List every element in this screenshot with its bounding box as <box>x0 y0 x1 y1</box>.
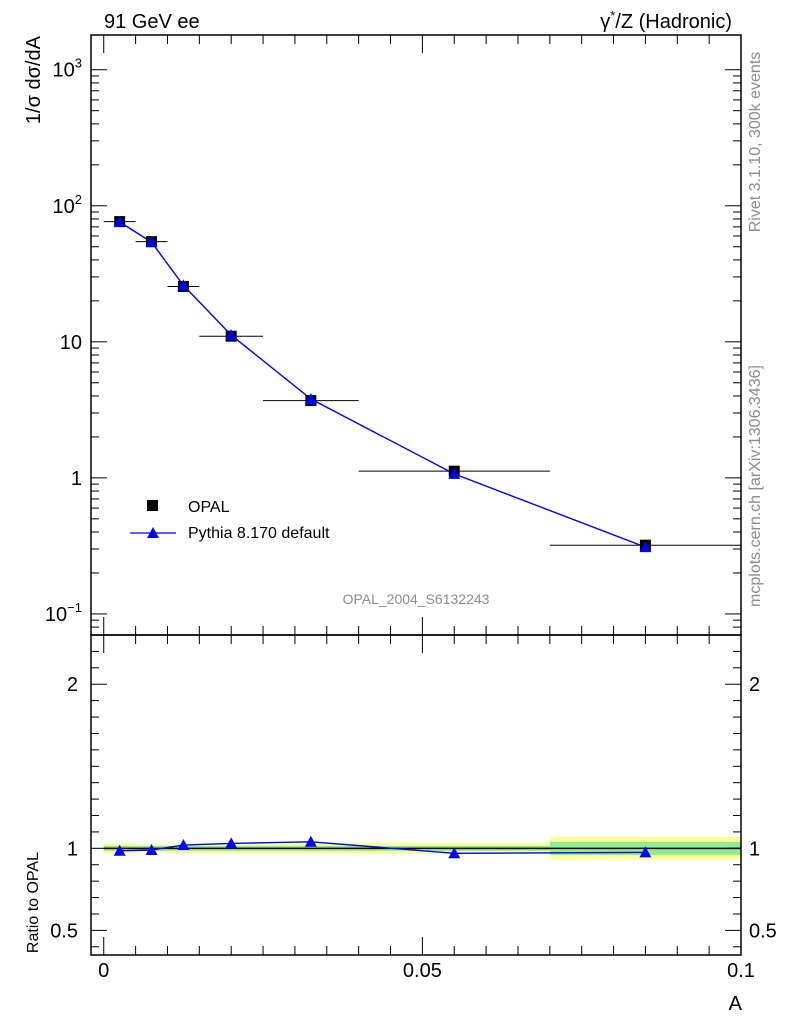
pythia-point <box>448 467 461 479</box>
ratio-panel-frame <box>90 634 742 956</box>
x-tick-label: 0 <box>98 960 109 982</box>
ratio-y-tick-label-left: 1 <box>67 838 78 860</box>
y-tick-label: 1 <box>71 468 82 490</box>
pythia-point <box>113 215 126 227</box>
pythia-point <box>225 329 238 341</box>
mcplots-label: mcplots.cern.ch [arXiv:1306.3436] <box>747 365 764 607</box>
ratio-pythia-point <box>113 844 126 856</box>
legend-pythia-label: Pythia 8.170 default <box>188 525 330 542</box>
y-tick-label: 102 <box>53 192 82 218</box>
ratio-y-tick-label-left: 2 <box>67 674 78 696</box>
main-panel-axes: 10−1 1 10 102 103 <box>45 35 742 636</box>
y-tick-label: 10 <box>60 332 82 354</box>
rivet-label: Rivet 3.1.10, 300k events <box>747 52 764 233</box>
y-tick-label: 103 <box>53 56 82 82</box>
ratio-pythia-point <box>225 837 238 849</box>
main-panel-marks <box>103 215 741 553</box>
ratio-pythia-point <box>177 839 190 851</box>
process-title: γ*/Z (Hadronic) <box>600 8 732 33</box>
legend-pythia-marker <box>147 527 159 538</box>
ratio-y-tick-label-left: 0.5 <box>50 920 78 942</box>
ratio-y-tick-label-right: 0.5 <box>749 920 777 942</box>
ratio-pythia-point <box>639 846 652 858</box>
ratio-pythia-point <box>448 847 461 859</box>
ratio-pythia-point <box>145 843 158 855</box>
legend-opal-label: OPAL <box>188 499 230 516</box>
legend: OPAL Pythia 8.170 default <box>130 499 330 542</box>
legend-opal-marker <box>147 500 158 511</box>
pythia-point <box>639 541 652 553</box>
y-tick-label: 10−1 <box>45 600 82 626</box>
x-axis-title: A <box>729 993 743 1015</box>
energy-title: 91 GeV ee <box>104 11 200 33</box>
x-tick-label: 0.1 <box>727 960 755 982</box>
pythia-point <box>304 392 317 404</box>
main-y-axis-title: 1/σ dσ/dA <box>23 35 45 124</box>
x-tick-label: 0.05 <box>403 960 442 982</box>
pythia-point <box>145 236 158 248</box>
ratio-y-tick-label-right: 2 <box>749 674 760 696</box>
pythia-point <box>177 279 190 291</box>
analysis-label: OPAL_2004_S6132243 <box>343 591 490 607</box>
ratio-panel-axes: 0 0.05 0.1 0.5 0.5 1 1 2 2 <box>50 634 777 982</box>
ratio-y-tick-label-right: 1 <box>749 838 760 860</box>
ratio-pythia-point <box>304 835 317 847</box>
ratio-y-axis-title: Ratio to OPAL <box>25 852 42 953</box>
ratio-panel-marks <box>103 835 741 859</box>
